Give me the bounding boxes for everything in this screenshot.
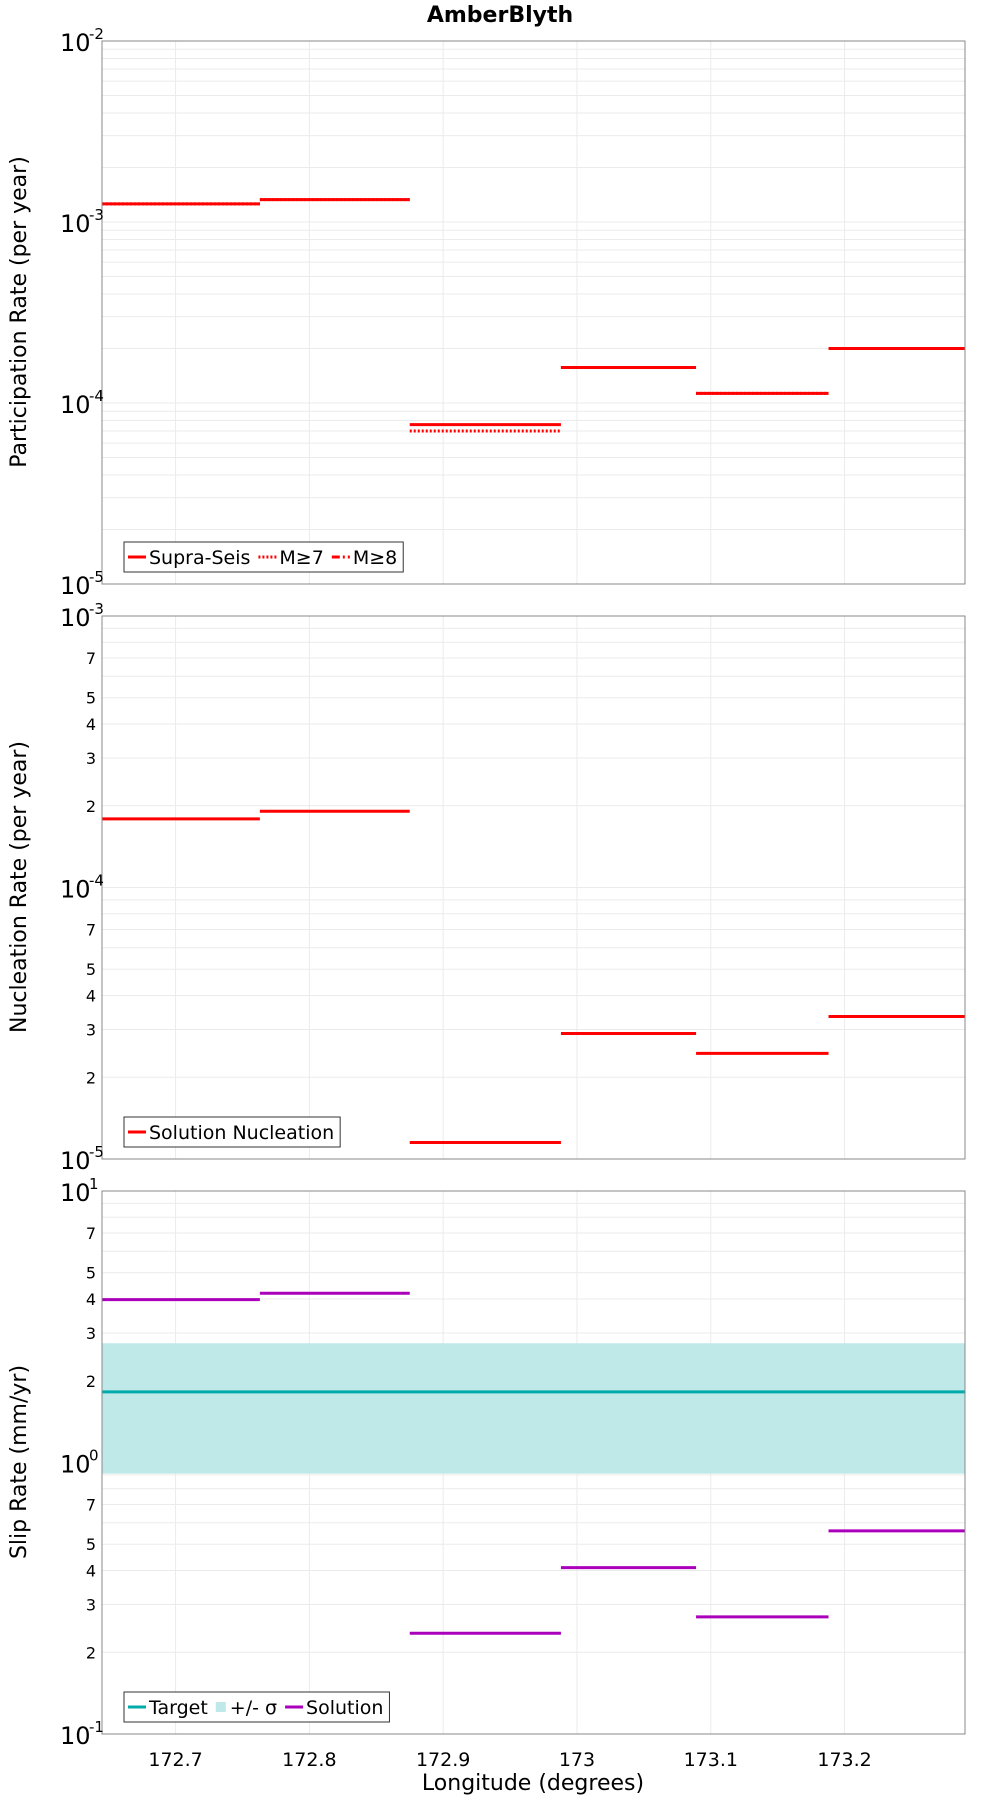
legend-frame (123, 541, 404, 573)
y-tick-exponent: -3 (89, 600, 104, 618)
y-axis-label: Slip Rate (mm/yr) (7, 1365, 32, 1559)
y-tick-label: 10 (60, 1451, 91, 1479)
legend: Target +/- σ Solution (123, 1691, 390, 1723)
y-tick-exponent: -4 (89, 872, 104, 890)
y-tick-label: 7 (86, 1496, 96, 1515)
legend: Supra-Seis M≥7 M≥8 (123, 541, 404, 573)
y-tick-label: 5 (86, 1264, 96, 1283)
chart-title: AmberBlyth (427, 3, 573, 28)
y-tick-exponent: 0 (89, 1447, 99, 1465)
y-tick-label: 7 (86, 1224, 96, 1243)
y-tick-exponent: -2 (89, 25, 104, 43)
plot-area (102, 41, 965, 584)
x-tick-label: 173.2 (817, 1749, 871, 1771)
y-tick-label: 2 (86, 1068, 96, 1087)
plot-frame (101, 1190, 966, 1735)
y-tick-label: 10 (60, 1722, 91, 1750)
legend-label: M≥7 (279, 547, 323, 569)
y-tick-label: 7 (86, 921, 96, 940)
y-tick-exponent: -1 (89, 1718, 104, 1736)
legend-frame (123, 1691, 390, 1723)
y-axis-label: Participation Rate (per year) (7, 156, 32, 468)
y-tick-label: 5 (86, 1535, 96, 1554)
x-axis-label: Longitude (degrees) (422, 1771, 644, 1796)
y-tick-label: 5 (86, 960, 96, 979)
y-tick-label: 3 (86, 749, 96, 768)
y-tick-label: 4 (86, 715, 96, 734)
y-tick-label: 10 (60, 1179, 91, 1207)
legend-label: Supra-Seis (149, 547, 250, 569)
y-tick-label: 10 (60, 1147, 91, 1175)
y-tick-label: 10 (60, 29, 91, 57)
legend-label: +/- σ (230, 1697, 277, 1719)
y-tick-label: 2 (86, 1372, 96, 1391)
legend-swatch (215, 1702, 226, 1712)
y-tick-label: 5 (86, 689, 96, 708)
y-tick-label: 3 (86, 1324, 96, 1343)
y-tick-label: 10 (60, 604, 91, 632)
legend-label: Solution Nucleation (149, 1122, 334, 1144)
y-tick-exponent: 1 (89, 1175, 99, 1193)
y-tick-label: 2 (86, 1643, 96, 1662)
y-tick-label: 3 (86, 1020, 96, 1039)
plot-frame (101, 615, 966, 1160)
y-tick-exponent: -3 (89, 206, 104, 224)
legend: Solution Nucleation (123, 1116, 341, 1148)
y-tick-exponent: -5 (89, 568, 104, 586)
legend-label: M≥8 (353, 547, 397, 569)
y-tick-label: 3 (86, 1595, 96, 1614)
y-tick-label: 4 (86, 1290, 96, 1309)
y-tick-label: 10 (60, 391, 91, 419)
sigma-band (102, 1343, 965, 1474)
y-tick-label: 10 (60, 210, 91, 238)
y-tick-label: 10 (60, 572, 91, 600)
y-tick-label: 4 (86, 987, 96, 1006)
x-tick-label: 172.7 (148, 1749, 202, 1771)
y-tick-label: 2 (86, 797, 96, 816)
y-axis-label: Nucleation Rate (per year) (7, 741, 32, 1033)
x-tick-label: 173 (559, 1749, 595, 1771)
x-tick-label: 172.9 (416, 1749, 470, 1771)
y-tick-exponent: -4 (89, 387, 104, 405)
x-tick-label: 173.1 (684, 1749, 738, 1771)
plot-frame (101, 40, 966, 585)
legend-frame (123, 1116, 341, 1148)
y-tick-label: 7 (86, 649, 96, 668)
x-tick-label: 172.8 (282, 1749, 336, 1771)
legend-label: Target (148, 1697, 208, 1719)
y-tick-label: 10 (60, 876, 91, 904)
y-tick-label: 4 (86, 1562, 96, 1581)
y-tick-exponent: -5 (89, 1143, 104, 1161)
legend-label: Solution (306, 1697, 383, 1719)
